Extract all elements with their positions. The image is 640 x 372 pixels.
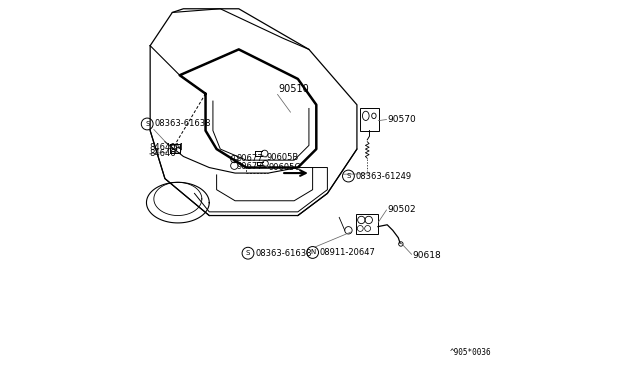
Text: 90510: 90510 [278,84,309,94]
Text: S: S [145,121,149,127]
Text: N: N [310,250,316,256]
Text: 90677: 90677 [237,154,264,163]
Text: 90605C: 90605C [268,163,301,171]
Text: 84646: 84646 [149,150,176,158]
Text: ^905*0036: ^905*0036 [450,347,492,357]
Text: 90618: 90618 [412,251,441,260]
Text: S: S [346,173,351,179]
Text: 08911-20647: 08911-20647 [320,248,376,257]
Text: 90570: 90570 [387,115,416,124]
Text: 84640M: 84640M [149,143,183,152]
Text: 90502: 90502 [387,205,416,215]
Text: 08363-61249: 08363-61249 [356,171,412,180]
Text: 08363-61638: 08363-61638 [255,249,312,258]
Text: 90605B: 90605B [266,153,299,162]
Text: S: S [246,250,250,256]
Text: 08363-61638: 08363-61638 [155,119,211,128]
Text: 90677: 90677 [237,161,264,170]
